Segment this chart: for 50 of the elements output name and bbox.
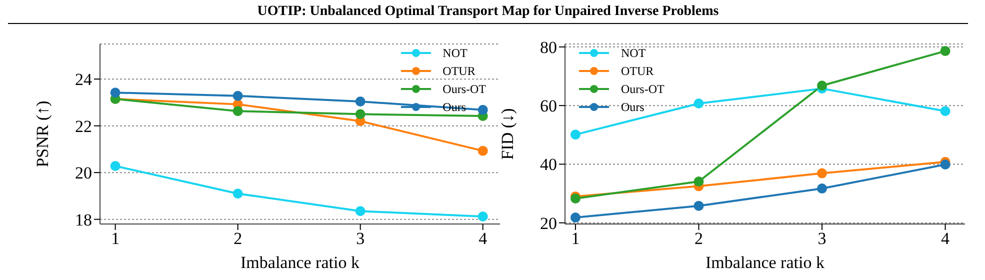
chart-title: UOTIP: Unbalanced Optimal Transport Map for Unpaired Inverse Problems [8, 4, 968, 24]
point [817, 80, 828, 91]
point [355, 206, 366, 216]
x-tick-label: 3 [818, 229, 826, 248]
point [232, 188, 243, 199]
legend-label: NOT [621, 45, 646, 62]
y-tick-label: 60 [540, 96, 557, 116]
x-tick-label: 1 [571, 229, 580, 248]
point [478, 212, 488, 222]
point [110, 161, 120, 172]
point [232, 90, 243, 101]
legend-label: OTUR [621, 63, 654, 80]
point [570, 212, 580, 223]
point [940, 159, 950, 170]
legend-label: OTUR [442, 63, 476, 80]
x-tick-label: 2 [694, 229, 703, 248]
legend-label: Ours-OT [442, 81, 486, 98]
point [355, 109, 366, 120]
x-axis-title: Imbalance ratio k [706, 253, 825, 272]
point [478, 146, 488, 156]
y-tick-label: 20 [75, 164, 92, 183]
x-tick-label: 2 [234, 229, 242, 248]
point [817, 184, 828, 194]
x-tick-label: 4 [941, 229, 950, 248]
x-axis-title: Imbalance ratio k [240, 253, 360, 272]
y-tick-label: 80 [540, 38, 557, 57]
y-tick-label: 40 [540, 155, 557, 174]
legend-label: Ours-OT [621, 81, 664, 98]
point [570, 130, 580, 140]
x-tick-label: 4 [478, 229, 488, 248]
y-tick-label: 18 [75, 210, 92, 230]
point [232, 106, 243, 116]
point [694, 176, 704, 186]
point [940, 106, 950, 116]
y-tick-label: 24 [75, 70, 92, 90]
y-axis-title: PSNR (↑) [33, 100, 52, 168]
legend-label: NOT [442, 45, 468, 62]
point [817, 168, 828, 178]
point [694, 98, 704, 109]
point [478, 104, 488, 115]
point [694, 200, 704, 211]
point [110, 88, 120, 98]
x-tick-label: 1 [111, 229, 120, 248]
legend-label: Ours [621, 99, 644, 116]
y-tick-label: 22 [75, 116, 92, 136]
point [355, 96, 366, 107]
x-tick-label: 3 [356, 229, 365, 248]
y-tick-label: 20 [540, 214, 557, 233]
point [940, 46, 950, 56]
y-axis-title: FID (↓) [498, 108, 518, 160]
